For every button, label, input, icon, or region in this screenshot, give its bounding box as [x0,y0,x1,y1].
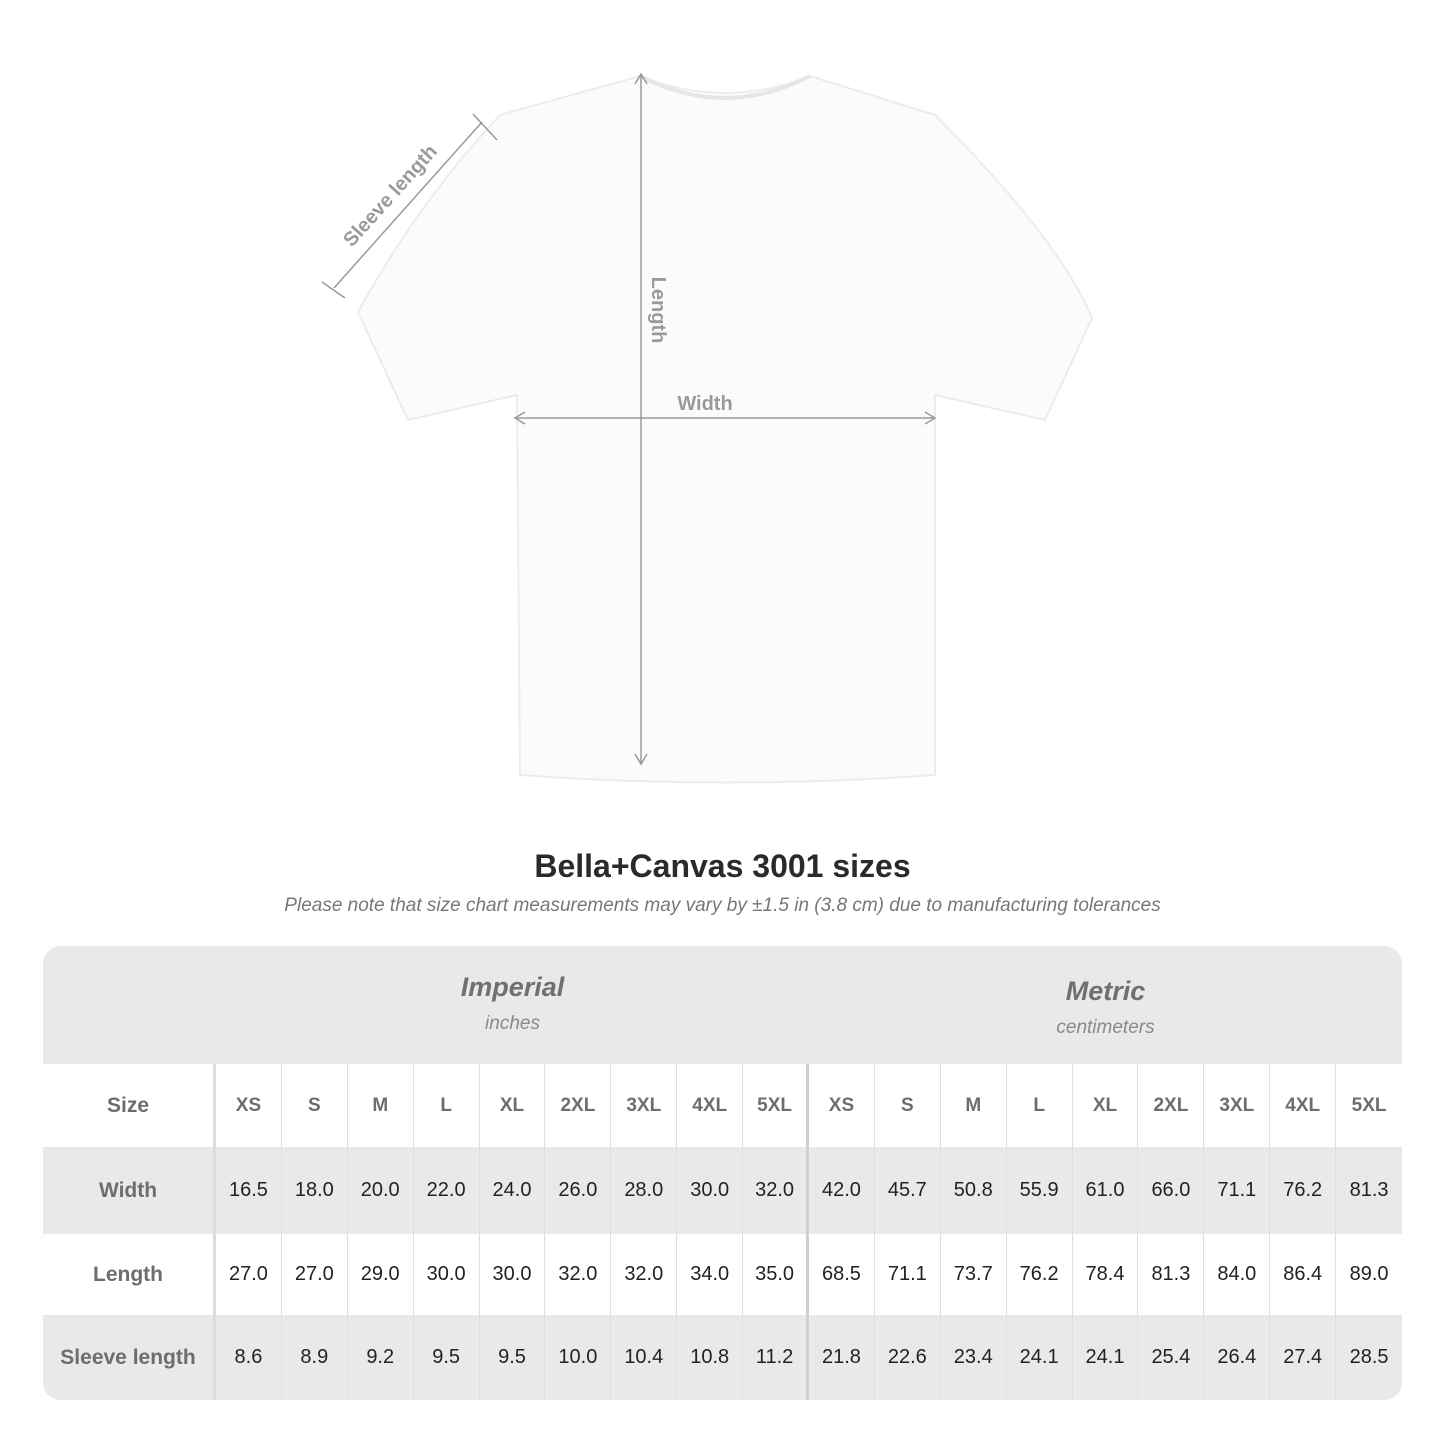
table-cell: 28.0 [611,1147,678,1234]
row-label: Width [43,1147,216,1234]
table-cell: 20.0 [348,1147,414,1234]
size-header-cell: XL [1073,1064,1139,1147]
table-cell: 22.6 [875,1315,941,1400]
table-row-length: Length 27.0 27.0 29.0 30.0 30.0 32.0 32.0 34.0 35… [43,1234,1402,1315]
tshirt-diagram: Sleeve length Length Width [321,72,1094,784]
table-cell: 50.8 [941,1147,1007,1234]
row-label: Sleeve length [43,1315,216,1400]
table-cell: 10.4 [611,1315,678,1400]
metric-unit: centimeters [1056,1017,1155,1038]
tshirt-collar [639,74,811,100]
size-header-cell: 2XL [1138,1064,1205,1147]
table-cell: 32.0 [545,1234,612,1315]
table-cell: 84.0 [1204,1234,1271,1315]
size-header-cell: S [282,1064,348,1147]
table-cell: 30.0 [414,1234,480,1315]
width-label: Width [677,393,732,415]
table-cell: 32.0 [743,1147,810,1234]
size-row: Size XS S M L XL 2XL 3XL 4XL 5XL XS S M L XL 2XL 3XL 4XL… [43,1064,1402,1147]
metric-label: Metric [1065,976,1146,1006]
table-cell: 8.9 [282,1315,348,1400]
table-row-width: Width 16.5 18.0 20.0 22.0 24.0 26.0 28.0 30.0 32.… [43,1147,1402,1234]
table-cell: 10.8 [677,1315,744,1400]
table-cell: 26.4 [1204,1315,1271,1400]
table-cell: 16.5 [216,1147,282,1234]
table-cell: 18.0 [282,1147,348,1234]
table-cell: 27.0 [216,1234,282,1315]
table-cell: 26.0 [545,1147,612,1234]
table-cell: 71.1 [1204,1147,1271,1234]
table-cell: 42.0 [809,1147,875,1234]
table-cell: 30.0 [480,1234,546,1315]
table-cell: 25.4 [1138,1315,1205,1400]
table-cell: 24.1 [1073,1315,1139,1400]
table-cell: 29.0 [348,1234,414,1315]
size-header-cell: S [875,1064,941,1147]
table-cell: 9.5 [414,1315,480,1400]
table-cell: 27.0 [282,1234,348,1315]
size-table: Imperial inches Metric centimeters Size … [43,946,1402,1400]
table-cell: 76.2 [1270,1147,1337,1234]
table-cell: 24.1 [1007,1315,1073,1400]
table-cell: 61.0 [1073,1147,1139,1234]
table-cell: 32.0 [611,1234,678,1315]
table-cell: 34.0 [677,1234,744,1315]
size-header-cell: XL [480,1064,546,1147]
table-row-sleeve-length: Sleeve length 8.6 8.9 9.2 9.5 9.5 10.0 10.4 10.8… [43,1315,1402,1400]
table-cell: 9.5 [480,1315,546,1400]
page-title: Bella+Canvas 3001 sizes [534,848,911,884]
size-header-cell: M [348,1064,414,1147]
table-cell: 11.2 [743,1315,810,1400]
table-cell: 71.1 [875,1234,941,1315]
table-cell: 28.5 [1349,1346,1389,1368]
size-header-cell: L [1007,1064,1073,1147]
table-cell: 21.8 [809,1315,875,1400]
table-cell: 24.0 [480,1147,546,1234]
size-header-cell: 2XL [545,1064,612,1147]
imperial-label: Imperial [460,972,565,1002]
table-cell: 9.2 [348,1315,414,1400]
sleeve-arrow [333,121,483,289]
size-header-cell: M [941,1064,1007,1147]
table-cell: 35.0 [743,1234,810,1315]
table-cell: 55.9 [1007,1147,1073,1234]
table-cell: 66.0 [1138,1147,1205,1234]
table-cell: 68.5 [809,1234,875,1315]
table-cell: 86.4 [1270,1234,1337,1315]
table-cell: 78.4 [1073,1234,1139,1315]
table-cell: 10.0 [545,1315,612,1400]
tolerance-note: Please note that size chart measurements… [284,895,1161,916]
size-header-cell: L [414,1064,480,1147]
table-cell: 89.0 [1349,1263,1389,1285]
table-cell: 73.7 [941,1234,1007,1315]
table-cell: 76.2 [1007,1234,1073,1315]
tshirt-image [356,74,1094,784]
size-header-cell: 5XL [1351,1094,1387,1116]
size-header-cell: 3XL [611,1064,678,1147]
table-cell: 81.3 [1349,1179,1389,1201]
size-header-cell: XS [216,1064,282,1147]
table-cell: 45.7 [875,1147,941,1234]
size-header-cell: 3XL [1204,1064,1271,1147]
table-cell: 30.0 [677,1147,744,1234]
table-cell: 23.4 [941,1315,1007,1400]
imperial-header: Imperial inches [216,946,809,1090]
table-cell: 27.4 [1270,1315,1337,1400]
size-header-cell: 4XL [677,1064,744,1147]
imperial-unit: inches [485,1013,540,1034]
size-header-cell: 5XL [743,1064,810,1147]
size-header-cell: XS [809,1064,875,1147]
size-row-label: Size [43,1064,216,1147]
row-label: Length [43,1234,216,1315]
table-cell: 22.0 [414,1147,480,1234]
table-cell: 8.6 [216,1315,282,1400]
size-header-cell: 4XL [1270,1064,1337,1147]
metric-header: Metric centimeters [809,946,1402,1094]
table-cell: 81.3 [1138,1234,1205,1315]
length-label: Length [647,277,669,344]
